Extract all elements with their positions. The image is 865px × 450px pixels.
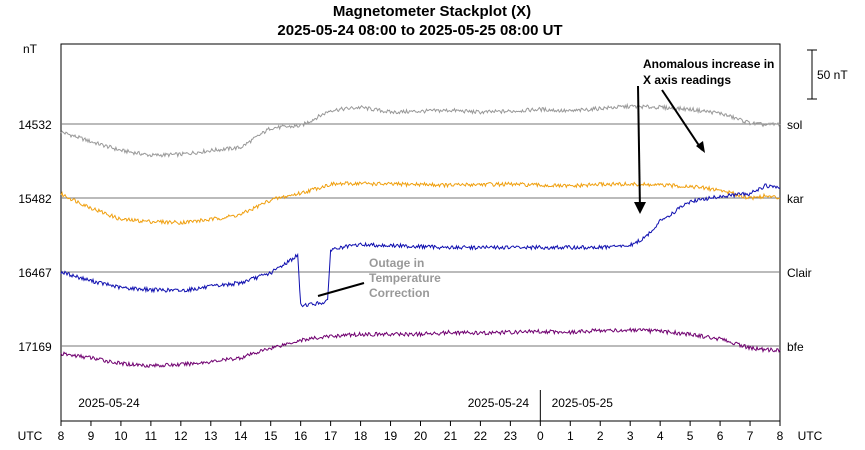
date-label: 2025-05-24	[78, 396, 140, 410]
annotation-outage-line-1: Outage in	[369, 256, 424, 270]
scale-bar: 50 nT	[807, 49, 848, 100]
x-axis-label-right: UTC	[798, 429, 823, 443]
baseline-value-bfe: 17169	[18, 340, 52, 354]
x-tick-label: 1	[567, 429, 574, 443]
x-tick-label: 16	[294, 429, 308, 443]
x-tick-label: 23	[504, 429, 518, 443]
date-label: 2025-05-25	[552, 396, 614, 410]
series-line-sol	[60, 102, 781, 158]
annotation-anomaly-arrow-2	[661, 89, 703, 151]
scale-bar-label: 50 nT	[817, 68, 848, 82]
series-layer	[60, 102, 781, 368]
x-tick-label: 6	[717, 429, 724, 443]
baseline-value-sol: 14532	[18, 118, 52, 132]
x-axis: 8 9 10 11 12 13 14 15 16 17 18 19 20 21 22 23 0 1 2 3 4 5 6 7 8	[58, 421, 784, 443]
plot-frame	[60, 43, 781, 422]
x-tick-label: 5	[687, 429, 694, 443]
date-label: 2025-05-24	[468, 396, 530, 410]
x-tick-label: 8	[777, 429, 784, 443]
x-tick-label: 21	[444, 429, 458, 443]
series-line-Clair	[60, 183, 781, 308]
x-tick-label: 17	[324, 429, 338, 443]
x-tick-label: 22	[474, 429, 488, 443]
baselines	[61, 123, 780, 347]
chart-title: Magnetometer Stackplot (X)	[333, 3, 531, 20]
x-tick-label: 0	[537, 429, 544, 443]
x-tick-label: 7	[747, 429, 754, 443]
annotation-outage-line-2: Temperature	[369, 271, 441, 285]
annotation-outage-pointer	[317, 282, 365, 297]
baseline-value-Clair: 16467	[18, 266, 52, 280]
x-tick-label: 15	[264, 429, 278, 443]
x-tick-label: 3	[627, 429, 634, 443]
baseline-labels: 14532 15482 16467 17169	[18, 118, 52, 354]
series-label-kar: kar	[787, 192, 804, 206]
annotation-anomaly: Anomalous increase in X axis readings	[634, 57, 774, 214]
x-tick-label: 4	[657, 429, 664, 443]
x-tick-label: 12	[174, 429, 188, 443]
x-tick-label: 19	[384, 429, 398, 443]
annotation-outage: Outage in Temperature Correction	[317, 256, 441, 300]
series-label-Clair: Clair	[787, 266, 812, 280]
x-axis-label-left: UTC	[18, 429, 43, 443]
y-unit-label: nT	[23, 42, 38, 56]
series-line-kar	[60, 180, 781, 226]
x-tick-label: 18	[354, 429, 368, 443]
series-label-sol: sol	[787, 118, 802, 132]
chart-subtitle: 2025-05-24 08:00 to 2025-05-25 08:00 UT	[277, 22, 562, 39]
annotation-anomaly-arrowhead-2	[696, 141, 705, 153]
series-line-bfe	[60, 327, 781, 368]
x-tick-label: 10	[114, 429, 128, 443]
x-tick-label: 13	[204, 429, 218, 443]
series-label-bfe: bfe	[787, 340, 804, 354]
annotation-anomaly-line-1: Anomalous increase in	[643, 57, 774, 71]
annotation-anomaly-arrow-1	[637, 85, 641, 211]
series-labels: sol kar Clair bfe	[787, 118, 812, 354]
x-tick-label: 8	[58, 429, 65, 443]
x-tick-label: 14	[234, 429, 248, 443]
x-tick-label: 9	[88, 429, 95, 443]
annotation-outage-line-3: Correction	[369, 286, 430, 300]
annotation-anomaly-arrowhead-1	[634, 202, 646, 214]
annotation-anomaly-line-2: X axis readings	[643, 73, 731, 87]
x-tick-label: 20	[414, 429, 428, 443]
x-tick-label: 11	[145, 429, 158, 443]
x-tick-label: 2	[597, 429, 604, 443]
date-labels: 2025-05-24 2025-05-24 2025-05-25	[78, 396, 613, 410]
baseline-value-kar: 15482	[18, 192, 52, 206]
